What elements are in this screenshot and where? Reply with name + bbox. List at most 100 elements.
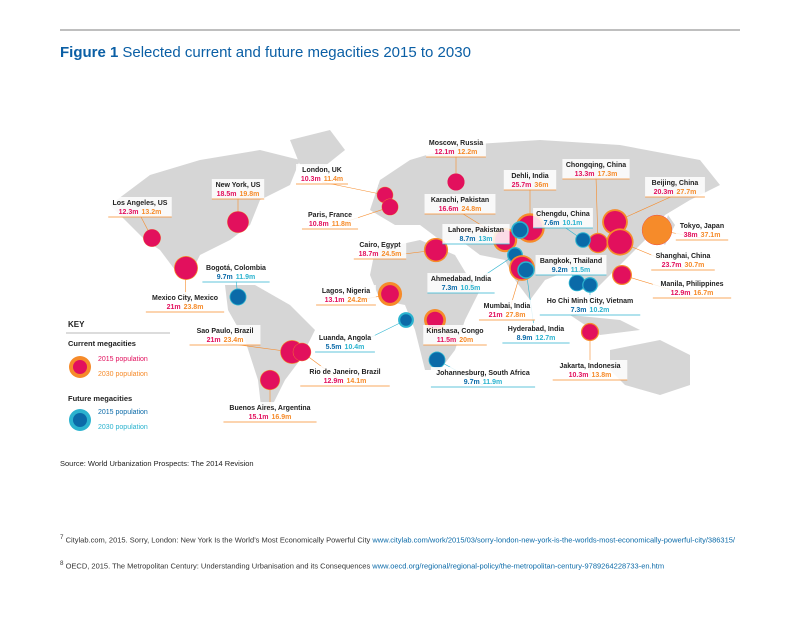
population-2030: 30.7m: [685, 262, 705, 269]
population-circle: [425, 239, 447, 261]
population-circle: [589, 234, 607, 252]
population-2015: 7.3m: [571, 307, 587, 314]
label-box: [539, 295, 641, 315]
city-name: Chongqing, China: [566, 162, 626, 169]
city-name: Shanghai, China: [656, 253, 711, 260]
population-2030: 27.8m: [506, 312, 526, 319]
footnote: 7 Citylab.com, 2015. Sorry, London: New …: [60, 532, 750, 546]
key-title: KEY: [68, 320, 85, 329]
city-values: 18.5m 19.8m: [217, 191, 260, 198]
city-name: Manila, Philippines: [660, 281, 723, 288]
population-2030: 16.7m: [694, 290, 714, 297]
footnote-link[interactable]: www.citylab.com/work/2015/03/sorry-londo…: [372, 535, 736, 545]
label-box: [533, 208, 593, 228]
population-2015: 5.5m: [326, 344, 342, 351]
population-2030: 19.8m: [240, 191, 260, 198]
population-2015: 9.2m: [552, 267, 568, 274]
city-name: Sao Paulo, Brazil: [197, 328, 254, 335]
population-2030: 23.8m: [184, 304, 204, 311]
city-values: 7.3m 10.5m: [442, 285, 481, 292]
figure-number: Figure 1: [60, 44, 118, 61]
city-values: 10.3m 11.4m: [301, 176, 343, 183]
label-box: [535, 255, 607, 275]
city-name: Jakarta, Indonesia: [559, 363, 620, 370]
city-values: 8.9m 12.7m: [517, 335, 556, 342]
population-2015: 7.3m: [442, 285, 458, 292]
population-2030: 10.4m: [345, 344, 365, 351]
population-2015: 15.1m: [249, 414, 269, 421]
figure: Figure 1 Selected current and future mega…: [60, 29, 740, 468]
city-name: Ho Chi Minh City, Vietnam: [547, 298, 633, 305]
label-box: [108, 197, 172, 217]
population-circle: [582, 324, 598, 340]
city-name: Ahmedabad, India: [431, 276, 491, 283]
city-values: 16.6m 24.8m: [439, 206, 482, 213]
city-name: Buenos Aires, Argentina: [229, 405, 310, 412]
city-name: Luanda, Angola: [319, 335, 371, 342]
label-box: [478, 300, 536, 320]
population-2015: 18.5m: [217, 191, 237, 198]
population-2030: 11.4m: [324, 176, 343, 183]
city-values: 20.3m 27.7m: [654, 189, 697, 196]
city-name: Bogotá, Colombia: [206, 265, 266, 272]
label-box: [675, 220, 729, 240]
label-box: [651, 250, 715, 270]
population-circle: [642, 215, 672, 245]
population-2030: 10.5m: [461, 285, 481, 292]
city-name: Bangkok, Thailand: [540, 258, 602, 265]
population-circle: [512, 222, 528, 238]
population-2030: 24.2m: [348, 297, 368, 304]
population-circle: [447, 173, 465, 191]
population-2030: 11.9m: [236, 274, 255, 281]
population-circle: [227, 211, 249, 233]
city-name: Chengdu, China: [536, 211, 590, 218]
label-box: [427, 273, 495, 293]
population-2015: 10.3m: [569, 372, 589, 379]
label-box: [562, 159, 630, 179]
population-2015: 9.7m: [464, 379, 480, 386]
population-circle: [230, 289, 246, 305]
key-label: 2015 population: [98, 409, 148, 416]
population-2015: 18.7m: [359, 251, 379, 258]
label-box: [503, 170, 557, 190]
city-values: 38m 37.1m: [684, 232, 721, 239]
population-2030: 24.5m: [382, 251, 402, 258]
key-swatch: [73, 360, 87, 374]
city-values: 23.7m 30.7m: [662, 262, 705, 269]
population-2015: 12.9m: [671, 290, 691, 297]
city-name: Kinshasa, Congo: [426, 328, 483, 335]
key-label: 2030 population: [98, 424, 148, 431]
label-box: [430, 367, 536, 387]
population-2015: 16.6m: [439, 206, 459, 213]
population-2030: 17.3m: [598, 171, 618, 178]
label-box: [652, 278, 732, 298]
label-box: [442, 224, 510, 244]
city-values: 12.9m 14.1m: [324, 378, 367, 385]
population-2030: 13.8m: [592, 372, 612, 379]
population-circle: [143, 229, 161, 247]
population-2015: 23.7m: [662, 262, 682, 269]
population-circle: [381, 285, 399, 303]
population-2030: 12.2m: [458, 149, 478, 156]
population-2015: 12.9m: [324, 378, 344, 385]
label-box: [426, 137, 486, 157]
label-box: [423, 325, 487, 345]
source: Source: World Urbanization Prospects: Th…: [60, 459, 254, 468]
footnote-link[interactable]: www.oecd.org/regional/regional-policy/th…: [372, 561, 665, 571]
population-2015: 9.7m: [217, 274, 233, 281]
population-2030: 24.8m: [462, 206, 482, 213]
city-values: 10.3m 13.8m: [569, 372, 612, 379]
city-name: Los Angeles, US: [113, 200, 168, 207]
population-2015: 38m: [684, 232, 698, 239]
population-circle: [429, 352, 445, 368]
city-name: Hyderabad, India: [508, 326, 565, 333]
label-box: [552, 360, 628, 380]
key: KEY Current megacities 2015 population 2…: [66, 320, 170, 431]
population-2015: 13.3m: [575, 171, 595, 178]
figure-heading: Figure 1 Selected current and future mega…: [60, 44, 471, 61]
population-2030: 13.2m: [142, 209, 162, 216]
city-name: Rio de Janeiro, Brazil: [309, 369, 380, 376]
population-2015: 20.3m: [654, 189, 674, 196]
population-2030: 11.5m: [571, 267, 590, 274]
population-circle: [293, 343, 311, 361]
